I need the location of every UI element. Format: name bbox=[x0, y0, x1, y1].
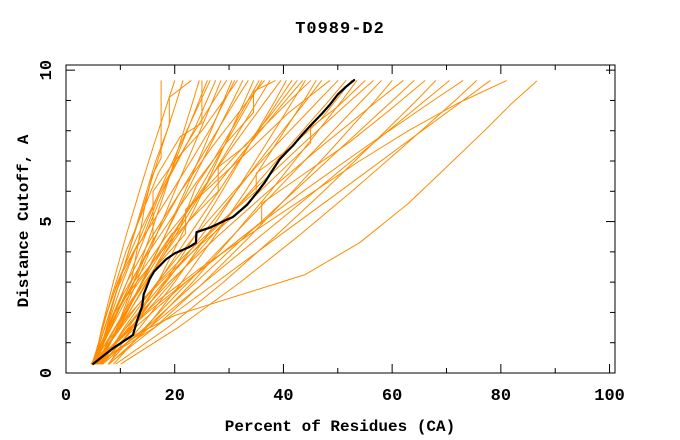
model-line bbox=[98, 80, 415, 365]
model-line bbox=[93, 80, 227, 365]
model-line bbox=[92, 80, 538, 365]
model-line bbox=[100, 80, 464, 365]
model-line bbox=[95, 80, 235, 365]
model-line bbox=[92, 80, 238, 365]
x-tick-label: 40 bbox=[273, 387, 293, 406]
model-line bbox=[102, 80, 382, 365]
model-line bbox=[107, 80, 306, 365]
x-axis-label: Percent of Residues (CA) bbox=[224, 418, 456, 436]
model-line bbox=[95, 80, 303, 365]
reference-line bbox=[92, 78, 356, 365]
model-line bbox=[97, 80, 244, 365]
y-tick-label: 5 bbox=[38, 216, 57, 226]
model-line bbox=[92, 80, 426, 365]
plot-frame bbox=[65, 64, 616, 374]
y-tick-label: 10 bbox=[38, 60, 57, 80]
plot-title: T0989-D2 bbox=[295, 20, 385, 39]
model-line bbox=[115, 80, 437, 365]
x-tick-label: 100 bbox=[594, 387, 625, 406]
x-tick-label: 80 bbox=[491, 387, 511, 406]
y-tick-label: 0 bbox=[38, 368, 57, 378]
y-axis-label: Distance Cutoff, A bbox=[15, 134, 33, 308]
model-line bbox=[120, 80, 477, 365]
model-line bbox=[97, 80, 507, 365]
model-line bbox=[95, 80, 312, 365]
model-line bbox=[96, 80, 265, 365]
model-line bbox=[95, 80, 211, 365]
model-line bbox=[92, 80, 331, 365]
model-line bbox=[97, 80, 404, 365]
x-tick-label: 20 bbox=[165, 387, 185, 406]
model-line bbox=[95, 80, 450, 365]
model-line bbox=[101, 80, 339, 365]
model-line bbox=[93, 80, 176, 365]
model-line bbox=[99, 80, 374, 365]
model-line bbox=[95, 80, 192, 365]
x-tick-label: 60 bbox=[382, 387, 402, 406]
x-tick-label: 0 bbox=[61, 387, 71, 406]
